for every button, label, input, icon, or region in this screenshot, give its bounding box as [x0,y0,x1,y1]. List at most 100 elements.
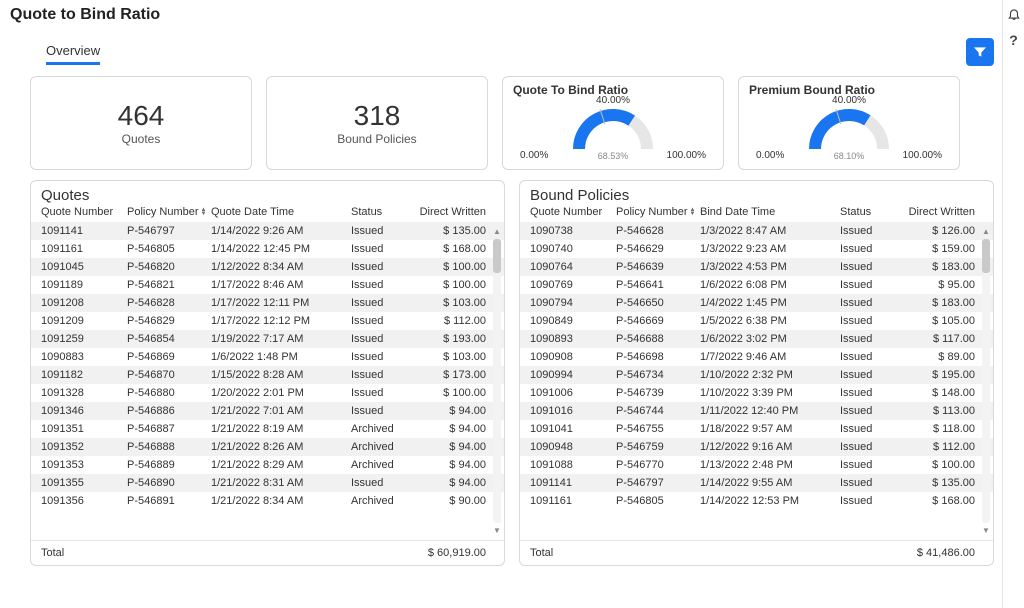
table-cell: 1/13/2022 2:48 PM [700,459,840,471]
scroll-track[interactable] [982,239,990,523]
table-cell: P-546821 [127,279,211,291]
table-cell: 1090883 [41,351,127,363]
table-row[interactable]: 1091351P-5468871/21/2022 8:19 AMArchived… [31,420,504,438]
table-row[interactable]: 1090740P-5466291/3/2022 9:23 AMIssued$ 1… [520,240,993,258]
table-row[interactable]: 1090769P-5466411/6/2022 6:08 PMIssued$ 9… [520,276,993,294]
table-row[interactable]: 1090794P-5466501/4/2022 1:45 PMIssued$ 1… [520,294,993,312]
table-cell: P-546734 [616,369,700,381]
table-cell: 1/17/2022 12:12 PM [211,315,351,327]
scroll-up-icon[interactable]: ▲ [982,227,990,236]
table-cell: 1/6/2022 3:02 PM [700,333,840,345]
table-row[interactable]: 1091259P-5468541/19/2022 7:17 AMIssued$ … [31,330,504,348]
table-row[interactable]: 1090849P-5466691/5/2022 6:38 PMIssued$ 1… [520,312,993,330]
bound-table: Bound PoliciesQuote NumberPolicy Number▲… [519,180,994,566]
column-header[interactable]: Direct Written [415,206,494,218]
table-row[interactable]: 1091161P-5468051/14/2022 12:53 PMIssued$… [520,492,993,510]
table-row[interactable]: 1091006P-5467391/10/2022 3:39 PMIssued$ … [520,384,993,402]
table-cell: 1/4/2022 1:45 PM [700,297,840,309]
table-cell: P-546886 [127,405,211,417]
table-row[interactable]: 1091161P-5468051/14/2022 12:45 PMIssued$… [31,240,504,258]
table-row[interactable]: 1091355P-5468901/21/2022 8:31 AMIssued$ … [31,474,504,492]
table-cell: Issued [840,315,904,327]
column-header[interactable]: Policy Number▲▼ [616,206,700,218]
scroll-up-icon[interactable]: ▲ [493,227,501,236]
scrollbar[interactable]: ▲▼ [981,227,991,535]
table-cell: 1/14/2022 9:26 AM [211,225,351,237]
column-header[interactable]: Policy Number▲▼ [127,206,211,218]
scroll-down-icon[interactable]: ▼ [982,526,990,535]
table-row[interactable]: 1091182P-5468701/15/2022 8:28 AMIssued$ … [31,366,504,384]
column-header[interactable]: Quote Date Time [211,206,351,218]
table-row[interactable]: 1090893P-5466881/6/2022 3:02 PMIssued$ 1… [520,330,993,348]
table-row[interactable]: 1091016P-5467441/11/2022 12:40 PMIssued$… [520,402,993,420]
help-icon[interactable]: ? [1006,32,1022,48]
table-row[interactable]: 1090948P-5467591/12/2022 9:16 AMIssued$ … [520,438,993,456]
table-header: Quote NumberPolicy Number▲▼Quote Date Ti… [31,204,504,222]
table-row[interactable]: 1091356P-5468911/21/2022 8:34 AMArchived… [31,492,504,510]
scroll-thumb[interactable] [493,239,501,273]
table-row[interactable]: 1091353P-5468891/21/2022 8:29 AMArchived… [31,456,504,474]
table-cell: $ 100.00 [904,459,983,471]
table-cell: 1091209 [41,315,127,327]
kpi-quotes-value: 464 [118,100,165,132]
table-cell: 1090740 [530,243,616,255]
table-row[interactable]: 1091209P-5468291/17/2022 12:12 PMIssued$… [31,312,504,330]
table-cell: Issued [840,279,904,291]
table-cell: 1/12/2022 8:34 AM [211,261,351,273]
table-cell: 1090948 [530,441,616,453]
table-cell: 1/17/2022 8:46 AM [211,279,351,291]
table-cell: Issued [351,369,415,381]
table-row[interactable]: 1091208P-5468281/17/2022 12:11 PMIssued$… [31,294,504,312]
table-row[interactable]: 1090908P-5466981/7/2022 9:46 AMIssued$ 8… [520,348,993,366]
table-row[interactable]: 1090994P-5467341/10/2022 2:32 PMIssued$ … [520,366,993,384]
scroll-down-icon[interactable]: ▼ [493,526,501,535]
table-cell: P-546828 [127,297,211,309]
table-cell: 1/6/2022 6:08 PM [700,279,840,291]
table-cell: Issued [351,261,415,273]
table-cell: 1/12/2022 9:16 AM [700,441,840,453]
filter-icon [972,44,988,60]
table-row[interactable]: 1091346P-5468861/21/2022 7:01 AMIssued$ … [31,402,504,420]
scroll-track[interactable] [493,239,501,523]
filter-button[interactable] [966,38,994,66]
column-header[interactable]: Bind Date Time [700,206,840,218]
table-row[interactable]: 1090738P-5466281/3/2022 8:47 AMIssued$ 1… [520,222,993,240]
table-cell: 1/21/2022 8:26 AM [211,441,351,453]
table-row[interactable]: 1091045P-5468201/12/2022 8:34 AMIssued$ … [31,258,504,276]
scrollbar[interactable]: ▲▼ [492,227,502,535]
scroll-thumb[interactable] [982,239,990,273]
right-rail: ? [1002,0,1024,608]
table-cell: Issued [351,333,415,345]
tab-overview[interactable]: Overview [46,39,100,65]
table-cell: Issued [351,405,415,417]
column-header[interactable]: Status [351,206,415,218]
table-row[interactable]: 1091189P-5468211/17/2022 8:46 AMIssued$ … [31,276,504,294]
column-header[interactable]: Quote Number [41,206,127,218]
table-row[interactable]: 1091328P-5468801/20/2022 2:01 PMIssued$ … [31,384,504,402]
table-footer: Total$ 41,486.00 [520,540,993,565]
table-cell: 1090794 [530,297,616,309]
table-cell: 1/21/2022 8:29 AM [211,459,351,471]
column-header[interactable]: Direct Written [904,206,983,218]
column-header[interactable]: Quote Number [530,206,616,218]
table-row[interactable]: 1091352P-5468881/21/2022 8:26 AMArchived… [31,438,504,456]
table-cell: Issued [351,315,415,327]
table-cell: $ 118.00 [904,423,983,435]
table-cell: P-546870 [127,369,211,381]
notifications-icon[interactable] [1006,6,1022,22]
table-cell: $ 112.00 [415,315,494,327]
table-cell: P-546887 [127,423,211,435]
table-row[interactable]: 1091141P-5467971/14/2022 9:55 AMIssued$ … [520,474,993,492]
kpi-bound-label: Bound Policies [337,132,416,146]
column-header[interactable]: Status [840,206,904,218]
table-row[interactable]: 1090883P-5468691/6/2022 1:48 PMIssued$ 1… [31,348,504,366]
table-cell: 1/3/2022 9:23 AM [700,243,840,255]
table-row[interactable]: 1090764P-5466391/3/2022 4:53 PMIssued$ 1… [520,258,993,276]
table-row[interactable]: 1091041P-5467551/18/2022 9:57 AMIssued$ … [520,420,993,438]
table-cell: 1090769 [530,279,616,291]
table-cell: 1/21/2022 7:01 AM [211,405,351,417]
table-row[interactable]: 1091141P-5467971/14/2022 9:26 AMIssued$ … [31,222,504,240]
table-cell: 1091346 [41,405,127,417]
table-row[interactable]: 1091088P-5467701/13/2022 2:48 PMIssued$ … [520,456,993,474]
table-cell: Issued [840,333,904,345]
